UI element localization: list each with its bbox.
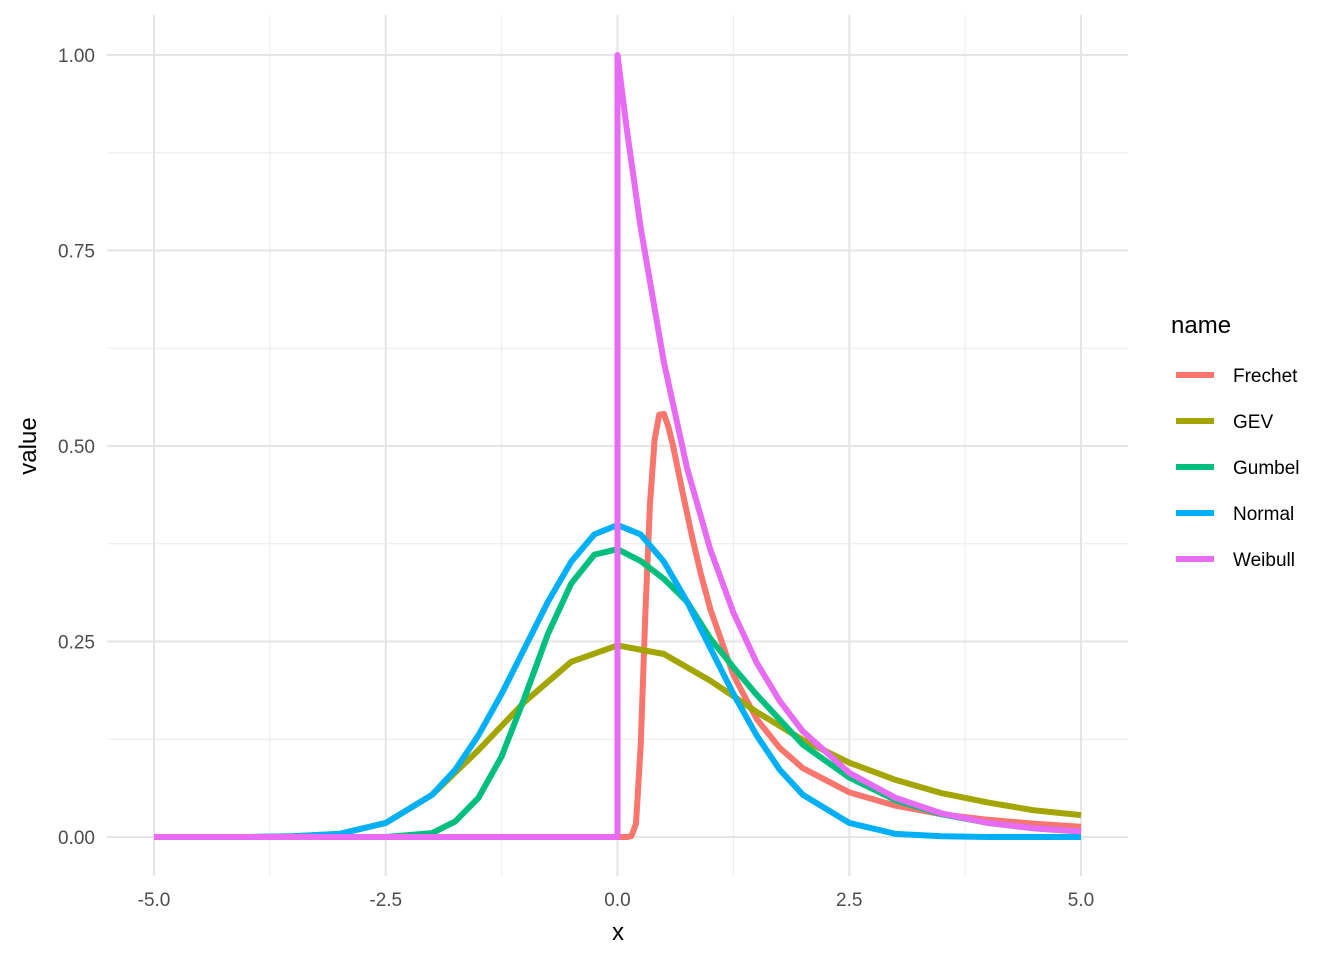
- x-tick-label: -5.0: [138, 890, 171, 911]
- y-tick-label: 0.50: [58, 437, 95, 458]
- series-lines: [154, 52, 1082, 840]
- x-tick-label: 0.0: [604, 890, 630, 911]
- legend-label-frechet: Frechet: [1233, 366, 1298, 387]
- y-tick-label: 0.00: [58, 828, 95, 849]
- series-line-weibull: [154, 52, 1082, 840]
- x-tick-label: -2.5: [369, 890, 402, 911]
- legend-label-normal: Normal: [1233, 504, 1294, 525]
- x-tick-label: 2.5: [836, 890, 862, 911]
- series-line-frechet: [154, 410, 1082, 840]
- y-axis-title: value: [15, 417, 42, 474]
- y-tick-label: 0.25: [58, 633, 95, 654]
- x-axis-title: x: [612, 919, 624, 946]
- x-tick-label: 5.0: [1068, 890, 1094, 911]
- y-tick-labels: 0.00 0.25 0.50 0.75 1.00: [58, 46, 95, 849]
- legend-title: name: [1171, 312, 1231, 339]
- legend-label-gumbel: Gumbel: [1233, 458, 1300, 479]
- legend: name Frechet GEV Gumbel Normal Weibull: [1171, 312, 1300, 571]
- legend-label-weibull: Weibull: [1233, 550, 1295, 571]
- legend-label-gev: GEV: [1233, 412, 1273, 433]
- y-tick-label: 0.75: [58, 242, 95, 263]
- x-tick-labels: -5.0 -2.5 0.0 2.5 5.0: [138, 890, 1095, 911]
- y-tick-label: 1.00: [58, 46, 95, 67]
